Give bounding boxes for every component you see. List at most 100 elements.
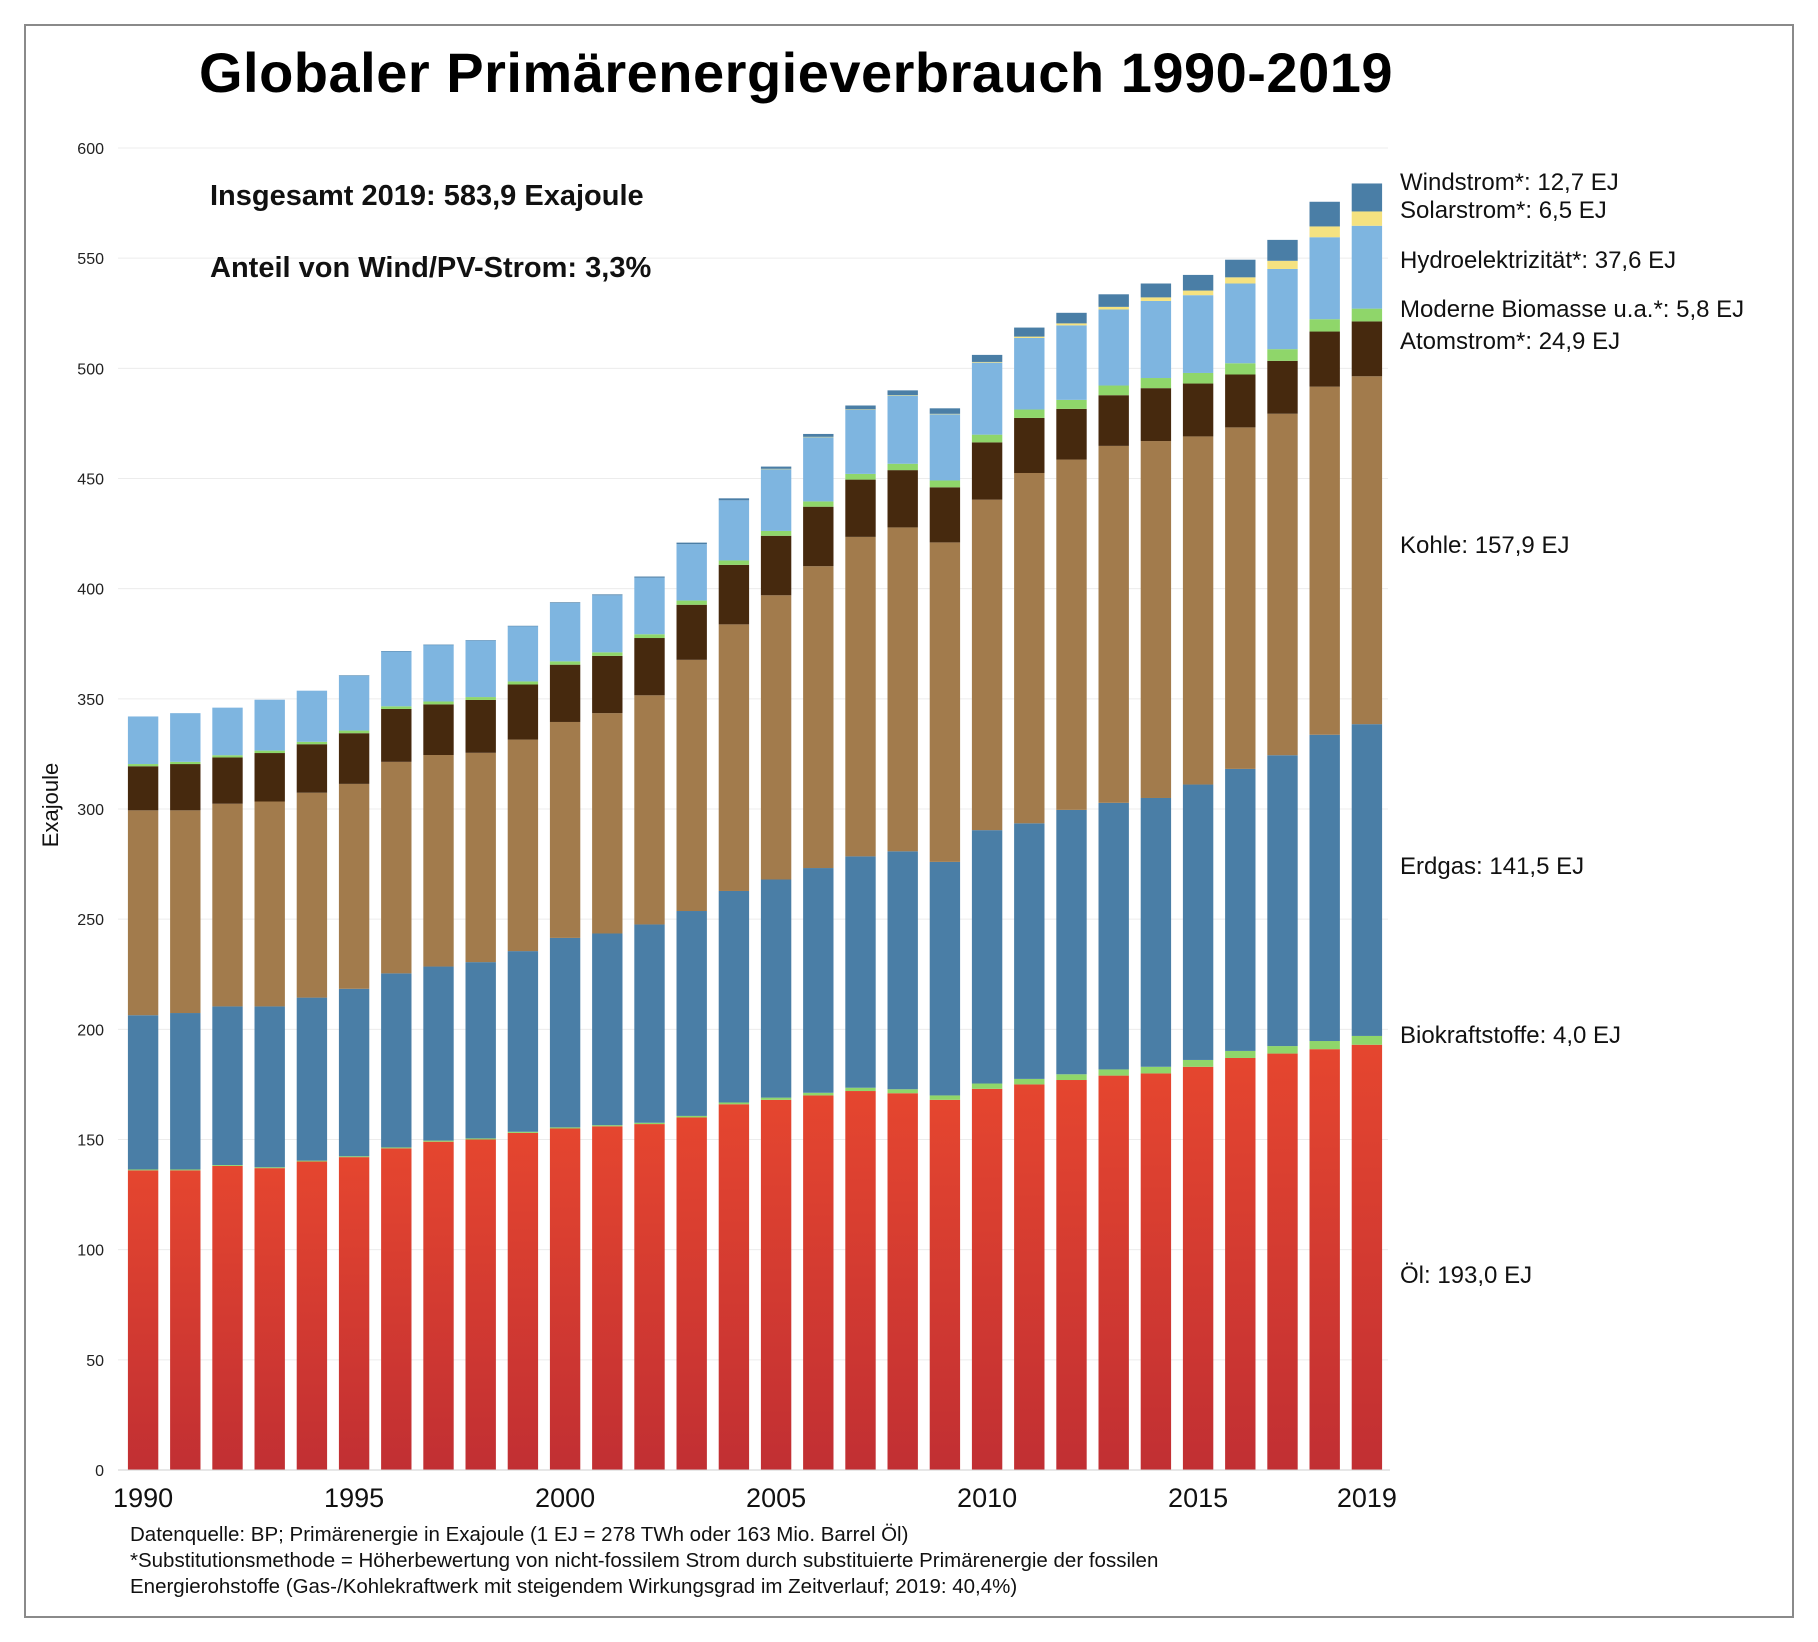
bar-segment-hydroelektrizität — [1014, 337, 1045, 410]
bar-segment-hydroelektrizität — [718, 500, 750, 561]
bar-segment-erdgas — [676, 911, 707, 1116]
bar-segment-öl — [549, 1128, 581, 1470]
bar-segment-moderne-biomasse-u-a — [212, 755, 243, 758]
y-tick-label: 400 — [77, 582, 104, 599]
bar-segment-windstrom — [592, 594, 623, 596]
bar-segment-öl — [465, 1139, 496, 1470]
bar-segment-moderne-biomasse-u-a — [254, 750, 285, 754]
y-tick-label: 50 — [86, 1353, 104, 1370]
bar-segment-öl — [1098, 1075, 1129, 1470]
bar-segment-biokraftstoffe — [338, 1156, 370, 1158]
bar-stack-1990 — [127, 716, 159, 1470]
bar-segment-solarstrom — [1267, 260, 1298, 269]
bar-segment-erdgas — [634, 924, 665, 1123]
bar-stack-2018 — [1309, 201, 1340, 1470]
y-tick-label: 450 — [77, 472, 104, 489]
bar-stack-2003 — [676, 542, 707, 1470]
bar-segment-moderne-biomasse-u-a — [127, 764, 159, 767]
bar-segment-windstrom — [845, 405, 876, 410]
bar-segment-atomstrom — [1140, 388, 1172, 442]
bar-segment-kohle — [803, 566, 834, 869]
bar-segment-atomstrom — [127, 766, 159, 811]
y-tick-label: 600 — [77, 141, 104, 158]
bar-segment-atomstrom — [887, 470, 918, 528]
bar-stack-1998 — [465, 640, 496, 1470]
bar-segment-moderne-biomasse-u-a — [1014, 409, 1045, 418]
bar-segment-erdgas — [1056, 809, 1087, 1075]
bar-segment-hydroelektrizität — [549, 602, 581, 662]
bar-segment-atomstrom — [1267, 360, 1298, 414]
bar-segment-kohle — [1098, 445, 1129, 803]
bar-segment-hydroelektrizität — [803, 436, 834, 502]
bar-segment-öl — [971, 1088, 1003, 1470]
bar-stack-2008 — [887, 390, 918, 1470]
bar-segment-öl — [1140, 1073, 1172, 1470]
bar-segment-biokraftstoffe — [423, 1140, 454, 1142]
bar-segment-erdgas — [760, 879, 792, 1098]
bar-segment-atomstrom — [971, 442, 1003, 500]
bar-segment-biokraftstoffe — [887, 1089, 918, 1094]
bar-segment-atomstrom — [338, 733, 370, 784]
bar-segment-windstrom — [1140, 283, 1172, 298]
x-tick-label: 2005 — [746, 1483, 806, 1513]
bar-segment-biokraftstoffe — [170, 1169, 201, 1171]
y-tick-label: 100 — [77, 1243, 104, 1260]
bar-stack-2007 — [845, 405, 876, 1470]
bar-segment-kohle — [845, 536, 876, 857]
bar-segment-öl — [1309, 1049, 1340, 1470]
bar-segment-erdgas — [1140, 797, 1172, 1067]
bar-segment-hydroelektrizität — [1140, 300, 1172, 379]
bar-segment-kohle — [423, 755, 454, 967]
bar-segment-moderne-biomasse-u-a — [887, 463, 918, 471]
bar-stack-2010 — [971, 354, 1003, 1470]
series-label-moderne-biomasse-u-a: Moderne Biomasse u.a.*: 5,8 EJ — [1400, 296, 1744, 323]
bar-segment-kohle — [170, 810, 201, 1014]
bar-segment-moderne-biomasse-u-a — [465, 697, 496, 700]
bar-segment-hydroelektrizität — [1351, 225, 1383, 309]
bar-stack-2006 — [803, 433, 834, 1470]
bar-segment-windstrom — [423, 644, 454, 646]
bar-segment-hydroelektrizität — [592, 595, 623, 653]
bar-segment-solarstrom — [1140, 297, 1172, 301]
bar-segment-moderne-biomasse-u-a — [592, 652, 623, 656]
bar-segment-erdgas — [212, 1006, 243, 1166]
bar-segment-biokraftstoffe — [971, 1083, 1003, 1089]
bar-segment-windstrom — [1309, 201, 1340, 227]
bar-segment-hydroelektrizität — [1056, 325, 1087, 400]
bar-segment-atomstrom — [296, 744, 328, 793]
bar-segment-hydroelektrizität — [760, 468, 792, 531]
footnote-source: Datenquelle: BP; Primärenergie in Exajou… — [130, 1523, 909, 1546]
bar-segment-kohle — [760, 595, 792, 880]
bar-segment-erdgas — [971, 830, 1003, 1084]
bar-segment-hydroelektrizität — [1309, 237, 1340, 320]
bar-segment-windstrom — [929, 408, 961, 414]
bar-stack-2012 — [1056, 312, 1087, 1470]
bar-segment-hydroelektrizität — [507, 626, 539, 682]
bar-segment-kohle — [549, 721, 581, 938]
bar-segment-erdgas — [718, 890, 750, 1103]
bar-segment-biokraftstoffe — [718, 1102, 750, 1105]
bar-segment-atomstrom — [592, 655, 623, 714]
bar-segment-kohle — [676, 659, 707, 912]
y-tick-label: 300 — [77, 802, 104, 819]
bar-segment-kohle — [1140, 441, 1172, 798]
bar-stack-1999 — [507, 625, 539, 1470]
bar-stack-1992 — [212, 707, 243, 1470]
bar-segment-solarstrom — [1098, 306, 1129, 310]
bar-segment-biokraftstoffe — [1225, 1050, 1256, 1058]
bar-segment-biokraftstoffe — [549, 1127, 581, 1129]
bar-segment-atomstrom — [212, 757, 243, 804]
bar-segment-hydroelektrizität — [1182, 295, 1214, 373]
bar-segment-windstrom — [381, 651, 412, 652]
bar-segment-hydroelektrizität — [676, 544, 707, 601]
bar-segment-kohle — [1225, 427, 1256, 769]
bar-segment-atomstrom — [254, 753, 285, 802]
series-label-atomstrom: Atomstrom*: 24,9 EJ — [1400, 328, 1620, 355]
bar-segment-erdgas — [338, 988, 370, 1157]
bar-segment-kohle — [127, 810, 159, 1016]
bar-segment-windstrom — [465, 640, 496, 641]
bar-segment-öl — [929, 1099, 961, 1470]
bar-stack-2014 — [1140, 283, 1172, 1470]
bar-segment-biokraftstoffe — [127, 1169, 159, 1171]
bar-stack-1995 — [338, 675, 370, 1470]
